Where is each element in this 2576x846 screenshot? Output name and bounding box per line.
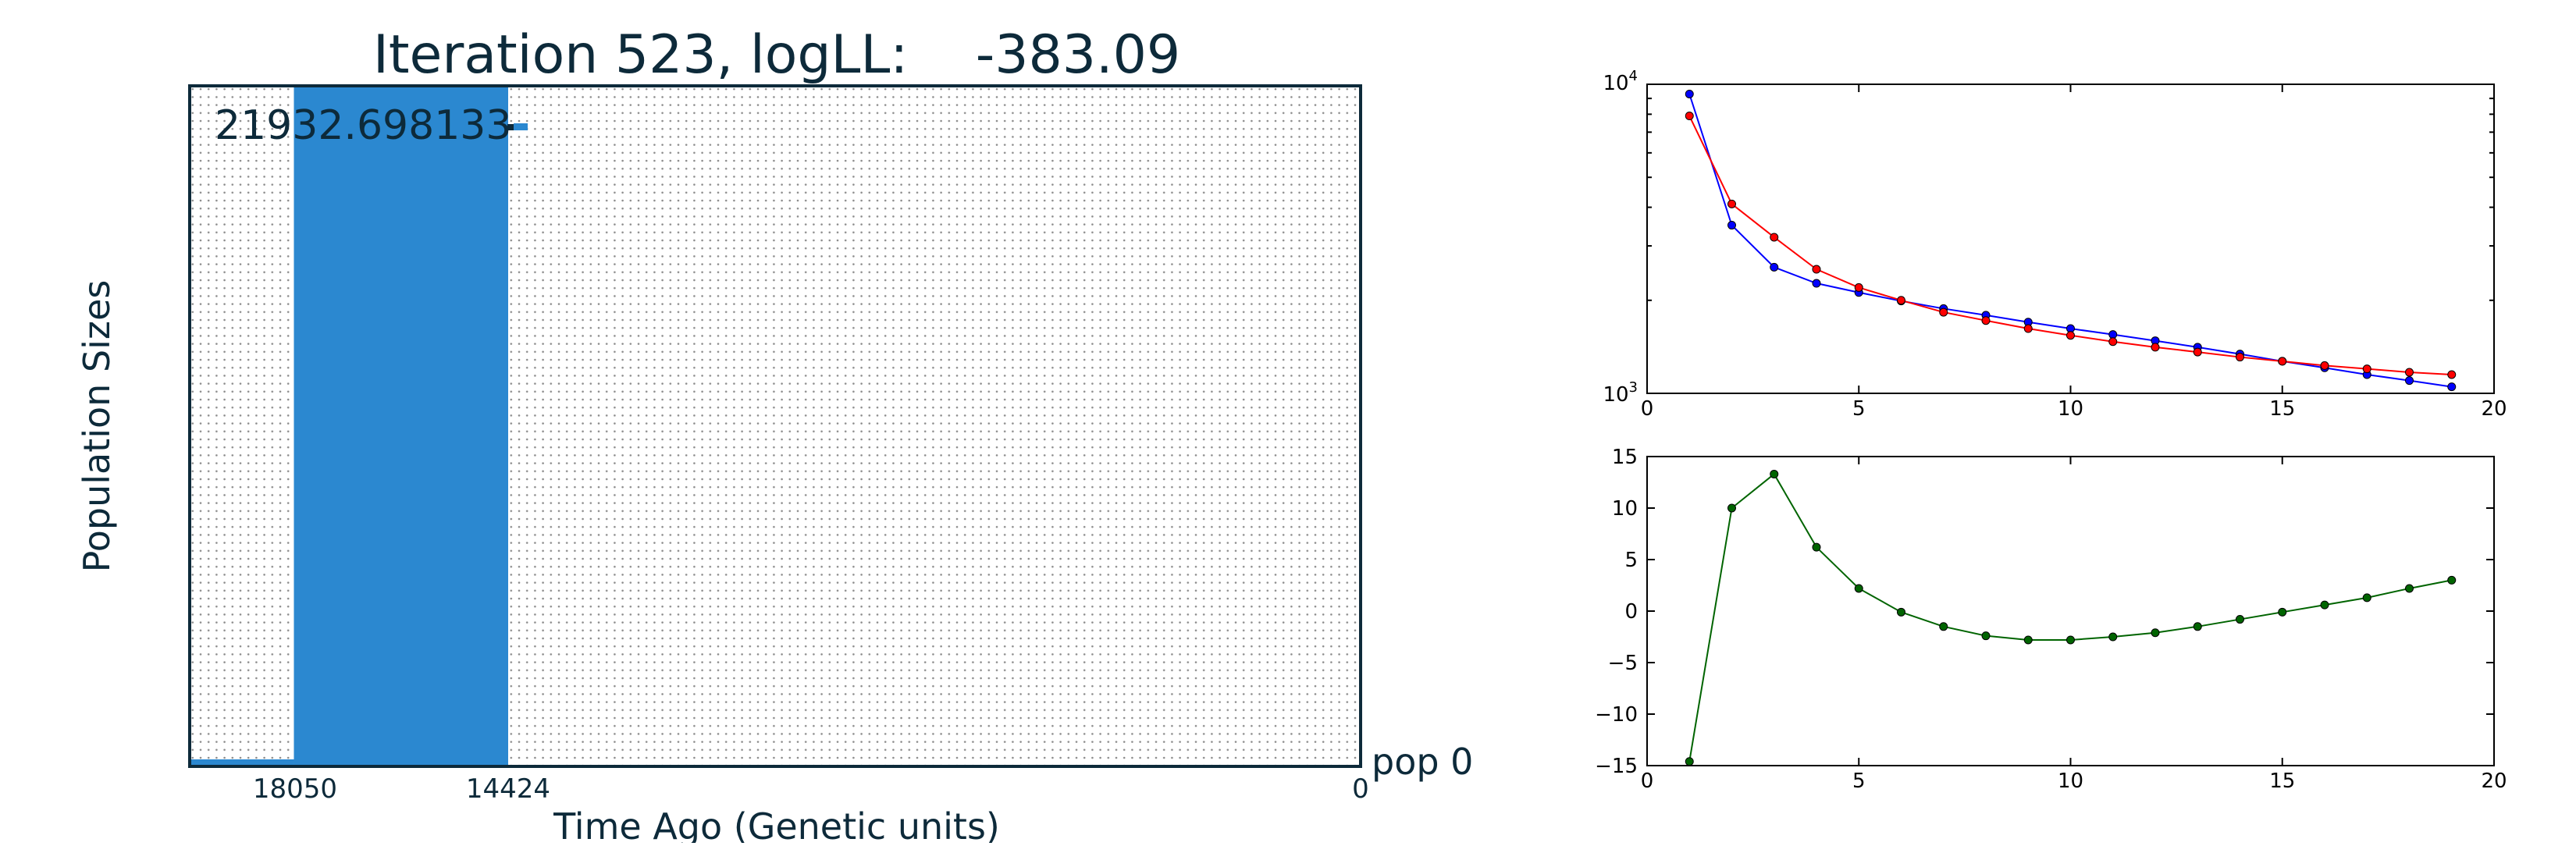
top-series-1-point-10 <box>2066 331 2075 340</box>
y-tick-10e4: 104 <box>1603 68 1638 95</box>
bottom-y-tick-0: 15 <box>1612 446 1638 469</box>
x-tick-14424: 14424 <box>466 773 550 805</box>
top-x-tick-15: 15 <box>2269 397 2295 421</box>
bottom-x-tick-10: 10 <box>2058 770 2083 793</box>
bottom-y-tick-5: −10 <box>1595 703 1638 727</box>
x-tick-18050: 18050 <box>253 773 337 805</box>
top-series-0-point-19 <box>2447 382 2457 392</box>
population-bar-1 <box>190 759 294 766</box>
bottom-series-point-18 <box>2405 584 2414 593</box>
bottom-series-point-4 <box>1812 542 1821 552</box>
plot-frame <box>188 84 1362 768</box>
bottom-series-point-14 <box>2236 615 2244 624</box>
top-series-0-point-1 <box>1685 89 1694 98</box>
population-bar-0 <box>294 86 508 766</box>
top-series-1-point-17 <box>2362 364 2371 374</box>
top-series-1-point-6 <box>1897 296 1905 305</box>
top-series-1-point-15 <box>2278 357 2287 366</box>
bottom-series-point-7 <box>1939 622 1948 631</box>
top-series-0-point-4 <box>1812 279 1821 288</box>
bottom-y-tick-1: 10 <box>1612 497 1638 521</box>
top-series-1-point-18 <box>2405 368 2414 377</box>
svg-text:104: 104 <box>1603 68 1638 95</box>
bottom-right-axes: 0 5 10 15 20 15 10 5 0 −5 −10 −15 <box>1595 446 2507 793</box>
y-tick-10e3-base: 10 <box>1603 383 1628 407</box>
top-series-1-point-5 <box>1854 283 1863 292</box>
population-size-annotation: 21932.698133 <box>215 102 511 149</box>
top-series-1-point-14 <box>2236 353 2244 362</box>
top-series-1-point-9 <box>2023 324 2033 333</box>
x-tick-labels: 18050 14424 0 <box>253 773 1369 805</box>
annotation-marker <box>507 123 528 130</box>
top-series-0-point-3 <box>1770 262 1779 272</box>
bottom-series-point-11 <box>2108 632 2118 642</box>
y-tick-10e3-exp: 3 <box>1629 379 1638 396</box>
top-series-0-line <box>1688 94 2452 388</box>
bottom-series-point-13 <box>2193 622 2202 631</box>
bottom-series-point-9 <box>2023 635 2033 645</box>
bottom-series-line <box>1688 472 2452 762</box>
bottom-y-tick-2: 5 <box>1624 549 1638 572</box>
chart-title: Iteration 523, logLL: -383.09 <box>373 24 1180 86</box>
top-series-0-point-11 <box>2108 330 2118 339</box>
population-panel: Iteration 523, logLL: -383.09 21932.6981… <box>76 24 1473 846</box>
top-right-series <box>1685 89 2457 392</box>
bottom-series-point-19 <box>2447 575 2457 585</box>
bottom-series-point-17 <box>2362 593 2371 603</box>
bottom-series-point-8 <box>1981 631 1991 641</box>
bottom-series-point-10 <box>2066 635 2075 645</box>
log-comparison-panel: 0 5 10 15 20 104 103 <box>1603 68 2507 421</box>
bottom-x-tick-0: 0 <box>1641 770 1654 793</box>
bottom-series-point-12 <box>2151 628 2160 638</box>
top-series-1-point-2 <box>1727 199 1736 208</box>
top-series-1-point-1 <box>1685 112 1694 121</box>
top-series-1-point-11 <box>2108 337 2118 347</box>
bottom-series-point-15 <box>2278 607 2287 617</box>
top-x-tick-0: 0 <box>1641 397 1654 421</box>
bottom-series-point-6 <box>1897 607 1905 617</box>
y-tick-10e4-exp: 4 <box>1629 68 1638 84</box>
top-series-1-point-3 <box>1770 233 1779 242</box>
bottom-series-point-2 <box>1727 503 1736 513</box>
top-x-tick-10: 10 <box>2058 397 2083 421</box>
x-tick-0: 0 <box>1352 773 1369 805</box>
top-x-tick-5: 5 <box>1852 397 1866 421</box>
y-tick-10e3: 103 <box>1603 379 1638 407</box>
top-series-1-point-12 <box>2151 343 2160 352</box>
bottom-x-tick-20: 20 <box>2481 770 2507 793</box>
top-series-0-point-2 <box>1727 221 1736 230</box>
top-right-axes: 0 5 10 15 20 <box>1641 84 2507 421</box>
top-series-1-point-19 <box>2447 370 2457 379</box>
top-series-1-point-4 <box>1812 265 1821 274</box>
x-axis-label: Time Ago (Genetic units) <box>553 805 1000 843</box>
bottom-right-series <box>1685 469 2457 766</box>
plot-frame-bottom-right <box>1646 456 2495 766</box>
bottom-series-point-5 <box>1854 584 1863 593</box>
bottom-y-tick-3: 0 <box>1624 600 1638 624</box>
bottom-series-point-3 <box>1770 469 1779 478</box>
bottom-x-tick-5: 5 <box>1852 770 1866 793</box>
top-series-1-point-16 <box>2320 361 2329 370</box>
bottom-x-tick-15: 15 <box>2269 770 2295 793</box>
top-x-tick-20: 20 <box>2481 397 2507 421</box>
top-series-1-point-13 <box>2193 347 2202 357</box>
population-label: pop 0 <box>1372 741 1473 783</box>
bottom-series-point-16 <box>2320 600 2329 610</box>
population-bars <box>190 86 508 766</box>
top-series-1-point-8 <box>1981 316 1991 325</box>
y-axis-label: Population Sizes <box>76 280 118 573</box>
top-series-0-point-18 <box>2405 376 2414 386</box>
top-series-1-point-7 <box>1939 307 1948 317</box>
difference-panel: 0 5 10 15 20 15 10 5 0 −5 −10 −15 <box>1595 446 2507 793</box>
svg-text:103: 103 <box>1603 379 1638 407</box>
bottom-series-point-1 <box>1685 757 1694 766</box>
y-tick-10e4-base: 10 <box>1603 72 1628 95</box>
bottom-y-tick-4: −5 <box>1608 652 1638 675</box>
bottom-y-tick-6: −15 <box>1595 755 1638 778</box>
